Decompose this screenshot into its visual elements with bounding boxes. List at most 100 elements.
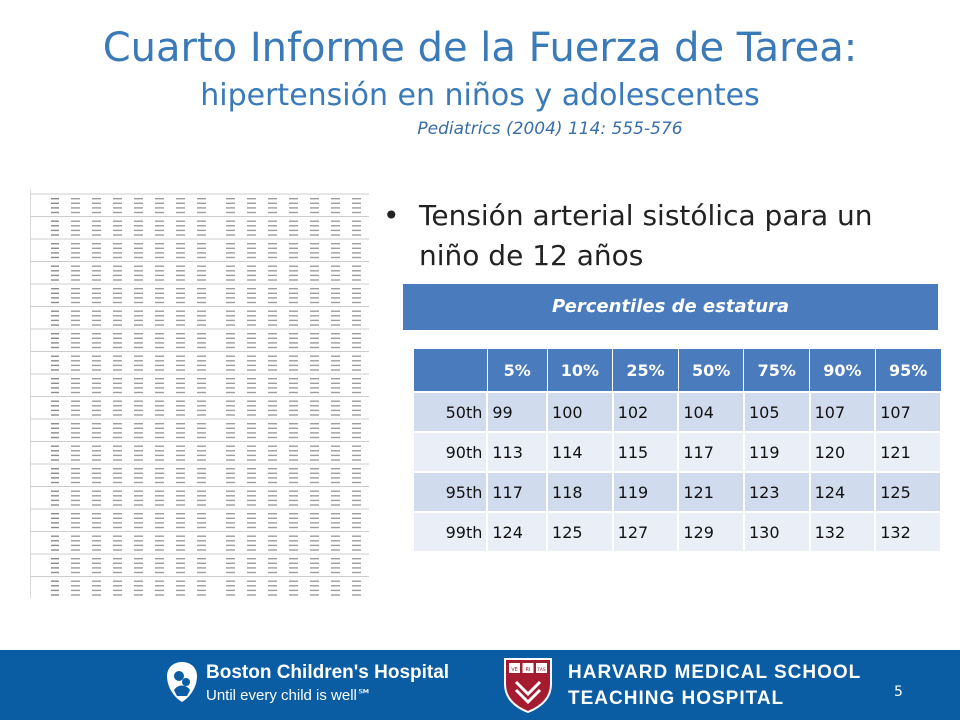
boston-childrens-logo-icon — [167, 662, 197, 702]
thumb-text-mark — [155, 265, 164, 267]
thumb-text-mark — [289, 481, 298, 484]
thumb-text-mark — [289, 495, 298, 497]
thumb-text-mark — [310, 436, 319, 439]
thumb-text-mark — [51, 270, 59, 272]
thumb-text-mark — [331, 409, 340, 412]
thumb-text-mark — [331, 369, 340, 371]
thumb-text-mark — [226, 234, 235, 236]
thumb-text-mark — [155, 454, 164, 457]
thumb-text-mark — [289, 369, 298, 371]
thumb-text-mark — [197, 522, 206, 524]
thumb-text-mark — [226, 364, 235, 367]
thumb-text-mark — [268, 517, 277, 519]
thumb-text-mark — [331, 243, 340, 245]
thumb-text-mark — [155, 202, 164, 204]
thumb-text-mark — [71, 252, 80, 254]
thumb-text-mark — [176, 454, 185, 457]
thumb-text-mark — [289, 427, 298, 429]
thumb-text-mark — [310, 468, 319, 470]
thumb-text-mark — [268, 481, 277, 484]
thumb-text-mark — [197, 513, 206, 515]
table-cell: 120 — [808, 431, 877, 473]
thumb-text-mark — [331, 423, 340, 425]
thumb-text-mark — [92, 382, 101, 384]
thumb-text-mark — [71, 337, 80, 339]
thumb-text-mark — [92, 589, 101, 592]
thumb-text-mark — [92, 342, 101, 344]
thumb-text-mark — [331, 225, 340, 227]
thumb-text-mark — [268, 301, 277, 304]
thumb-text-mark — [247, 580, 256, 582]
thumb-text-mark — [197, 562, 206, 564]
thumb-text-mark — [268, 211, 277, 214]
thumb-text-mark — [247, 220, 256, 222]
thumb-text-mark — [71, 279, 80, 281]
thumb-text-mark — [247, 423, 256, 425]
thumb-text-mark — [331, 432, 340, 434]
thumb-text-mark — [176, 256, 185, 259]
thumb-text-mark — [352, 333, 361, 335]
thumb-text-mark — [268, 585, 277, 587]
table-cell: 118 — [546, 471, 614, 513]
thumb-text-mark — [226, 355, 235, 357]
thumb-text-mark — [310, 571, 319, 574]
table-cell: 125 — [874, 471, 942, 513]
thumb-text-mark — [51, 571, 59, 574]
thumb-text-mark — [113, 387, 122, 389]
thumb-text-mark — [92, 247, 101, 249]
thumb-text-mark — [352, 513, 361, 515]
thumb-text-mark — [352, 535, 361, 537]
thumb-text-mark — [92, 360, 101, 362]
thumb-text-mark — [113, 369, 122, 371]
thumb-text-mark — [352, 301, 361, 304]
thumb-text-mark — [226, 288, 235, 290]
thumb-text-mark — [289, 225, 298, 227]
thumb-text-mark — [92, 234, 101, 236]
table-header-row: 5% 10% 25% 50% 75% 90% 95% — [412, 348, 942, 393]
thumb-text-mark — [134, 391, 143, 394]
table-cell: 121 — [677, 471, 745, 513]
thumb-text-mark — [310, 207, 319, 209]
thumb-text-mark — [268, 342, 277, 344]
thumb-text-mark — [268, 243, 277, 245]
thumb-text-mark — [113, 252, 122, 254]
thumb-text-mark — [352, 220, 361, 222]
thumb-text-mark — [176, 567, 185, 569]
thumb-text-mark — [247, 544, 256, 547]
thumb-text-mark — [113, 454, 122, 457]
thumb-text-mark — [113, 549, 122, 551]
thumb-text-mark — [51, 301, 59, 304]
thumb-text-mark — [331, 504, 340, 506]
thumb-text-mark — [197, 427, 206, 429]
thumb-text-mark — [352, 562, 361, 564]
thumb-text-mark — [92, 468, 101, 470]
thumb-text-mark — [71, 310, 80, 312]
thumb-text-mark — [352, 387, 361, 389]
thumb-text-mark — [155, 571, 164, 574]
thumb-text-mark — [155, 594, 164, 596]
thumb-text-mark — [310, 495, 319, 497]
thumb-text-mark — [310, 409, 319, 412]
thumb-text-mark — [352, 297, 361, 299]
thumb-text-mark — [268, 526, 277, 529]
thumb-text-mark — [197, 355, 206, 357]
thumb-text-mark — [71, 270, 80, 272]
thumb-text-mark — [289, 513, 298, 515]
hospital-tagline: Until every child is well℠ — [206, 687, 373, 704]
thumb-text-mark — [289, 301, 298, 304]
thumb-text-mark — [176, 571, 185, 574]
table-cell: 99 — [486, 391, 549, 433]
thumb-text-mark — [310, 517, 319, 519]
thumb-text-mark — [51, 391, 59, 394]
thumb-text-mark — [113, 207, 122, 209]
thumb-text-mark — [310, 391, 319, 394]
thumb-text-mark — [268, 436, 277, 439]
thumb-text-mark — [197, 274, 206, 277]
thumb-text-mark — [226, 495, 235, 497]
thumb-text-mark — [197, 346, 206, 349]
thumb-text-mark — [71, 459, 80, 461]
thumb-text-mark — [134, 256, 143, 259]
thumb-text-mark — [268, 319, 277, 322]
thumb-text-mark — [331, 391, 340, 394]
row-label: 50th — [411, 391, 489, 433]
